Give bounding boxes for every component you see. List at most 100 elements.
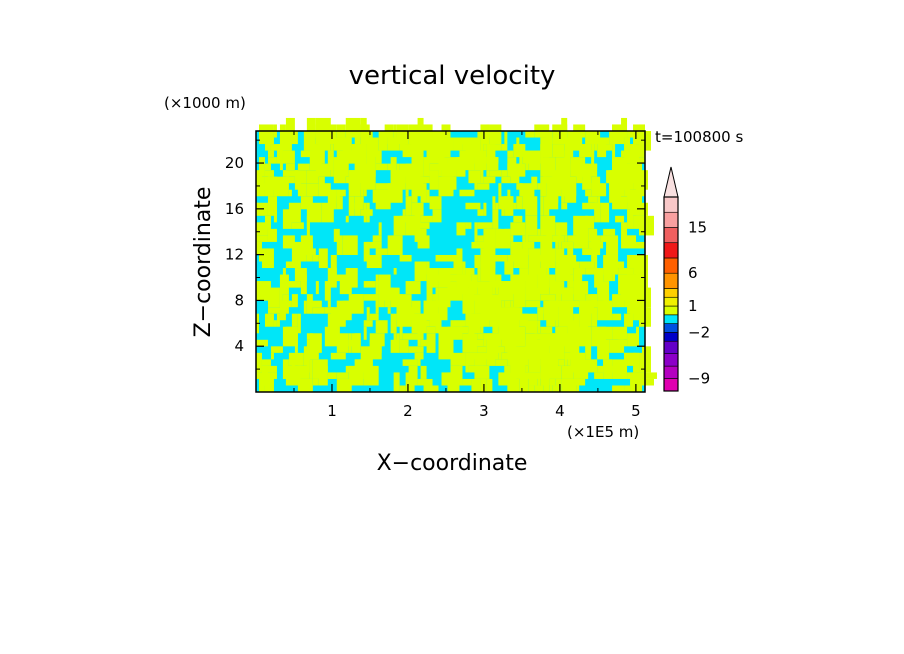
contour-patch [402,359,418,366]
contour-patch [267,157,277,164]
contour-patch [360,117,367,138]
contour-patch [285,176,295,184]
contour-patch [567,131,574,138]
contour-patch [420,176,430,184]
contour-patch [546,189,559,210]
contour-patch [300,248,316,255]
contour-patch [366,241,382,249]
contour-patch [264,170,274,177]
contour-patch [519,372,529,393]
contour-patch [282,209,292,229]
contour-patch [393,333,397,347]
contour-patch [606,359,613,373]
contour-patch [330,189,337,197]
contour-patch [492,228,496,236]
contour-patch [420,365,427,379]
contour-patch [256,339,268,347]
contour-patch [498,346,502,360]
contour-patch [552,144,565,158]
contour-patch [468,281,478,295]
contour-patch [300,150,313,158]
contour-patch [468,352,481,360]
contour-patch [504,281,511,295]
contour-patch [309,359,313,379]
contour-patch [285,281,301,288]
contour-patch [285,163,295,171]
contour-patch [570,157,586,177]
contour-patch [573,268,583,288]
contour-patch [273,176,289,197]
contour-patch [366,254,382,269]
colorbar-tick-label: 1 [688,297,698,315]
colorbar-extend-arrow [663,166,679,198]
contour-patch [561,378,574,386]
contour-patch [345,339,349,347]
contour-patch [354,333,361,347]
contour-patch [453,137,463,151]
contour-patch [256,241,262,255]
contour-patch [345,268,358,288]
contour-patch [603,254,619,262]
contour-patch [597,281,610,301]
contour-patch [552,196,559,203]
contour-patch [330,144,334,151]
contour-patch [366,307,370,321]
contour-patch [294,268,307,282]
contour-patch [417,268,421,275]
contour-patch [543,176,559,184]
contour-patch [378,131,388,151]
contour-patch [399,339,409,353]
contour-patch [414,222,430,229]
contour-patch [537,183,544,190]
contour-patch [414,209,421,223]
contour-patch [327,300,331,308]
contour-patch [612,359,628,379]
contour-patch [256,235,268,242]
contour-patch [555,378,562,386]
contour-patch [630,189,637,197]
contour-patch [336,157,343,164]
contour-patch [423,385,439,393]
contour-patch [552,385,562,393]
contour-patch [375,274,379,295]
contour-patch [291,313,298,327]
contour-patch [567,137,571,145]
contour-patch [591,137,595,158]
contour-patch [483,202,487,216]
contour-patch [627,196,637,203]
contour-patch [573,313,580,327]
contour-patch [426,281,433,301]
contour-patch [519,268,529,282]
contour-patch [408,346,424,353]
contour-patch [330,254,337,275]
contour-patch [612,157,622,171]
x-tick-label: 3 [479,402,489,420]
contour-patch [447,254,457,262]
contour-patch [600,235,616,242]
contour-patch [306,222,310,242]
contour-patch [432,294,439,301]
colorbar-swatch [663,288,679,298]
contour-patch [300,235,313,249]
contour-patch [507,189,511,203]
contour-patch [597,339,610,360]
contour-patch [261,359,271,366]
contour-patch [588,241,604,249]
contour-patch [468,170,481,184]
contour-patch [477,131,487,138]
contour-patch [447,281,457,295]
contour-patch [516,346,532,353]
contour-patch [579,307,592,327]
contour-patch [339,378,349,386]
contour-patch [492,254,508,262]
contour-patch [525,300,541,308]
contour-patch [264,215,271,229]
contour-patch [417,117,424,138]
contour-patch [546,131,553,145]
contour-patch [540,326,553,334]
contour-patch [642,222,654,229]
contour-patch [369,313,379,321]
contour-patch [348,144,352,151]
contour-patch [594,261,598,269]
contour-patch [585,339,592,360]
